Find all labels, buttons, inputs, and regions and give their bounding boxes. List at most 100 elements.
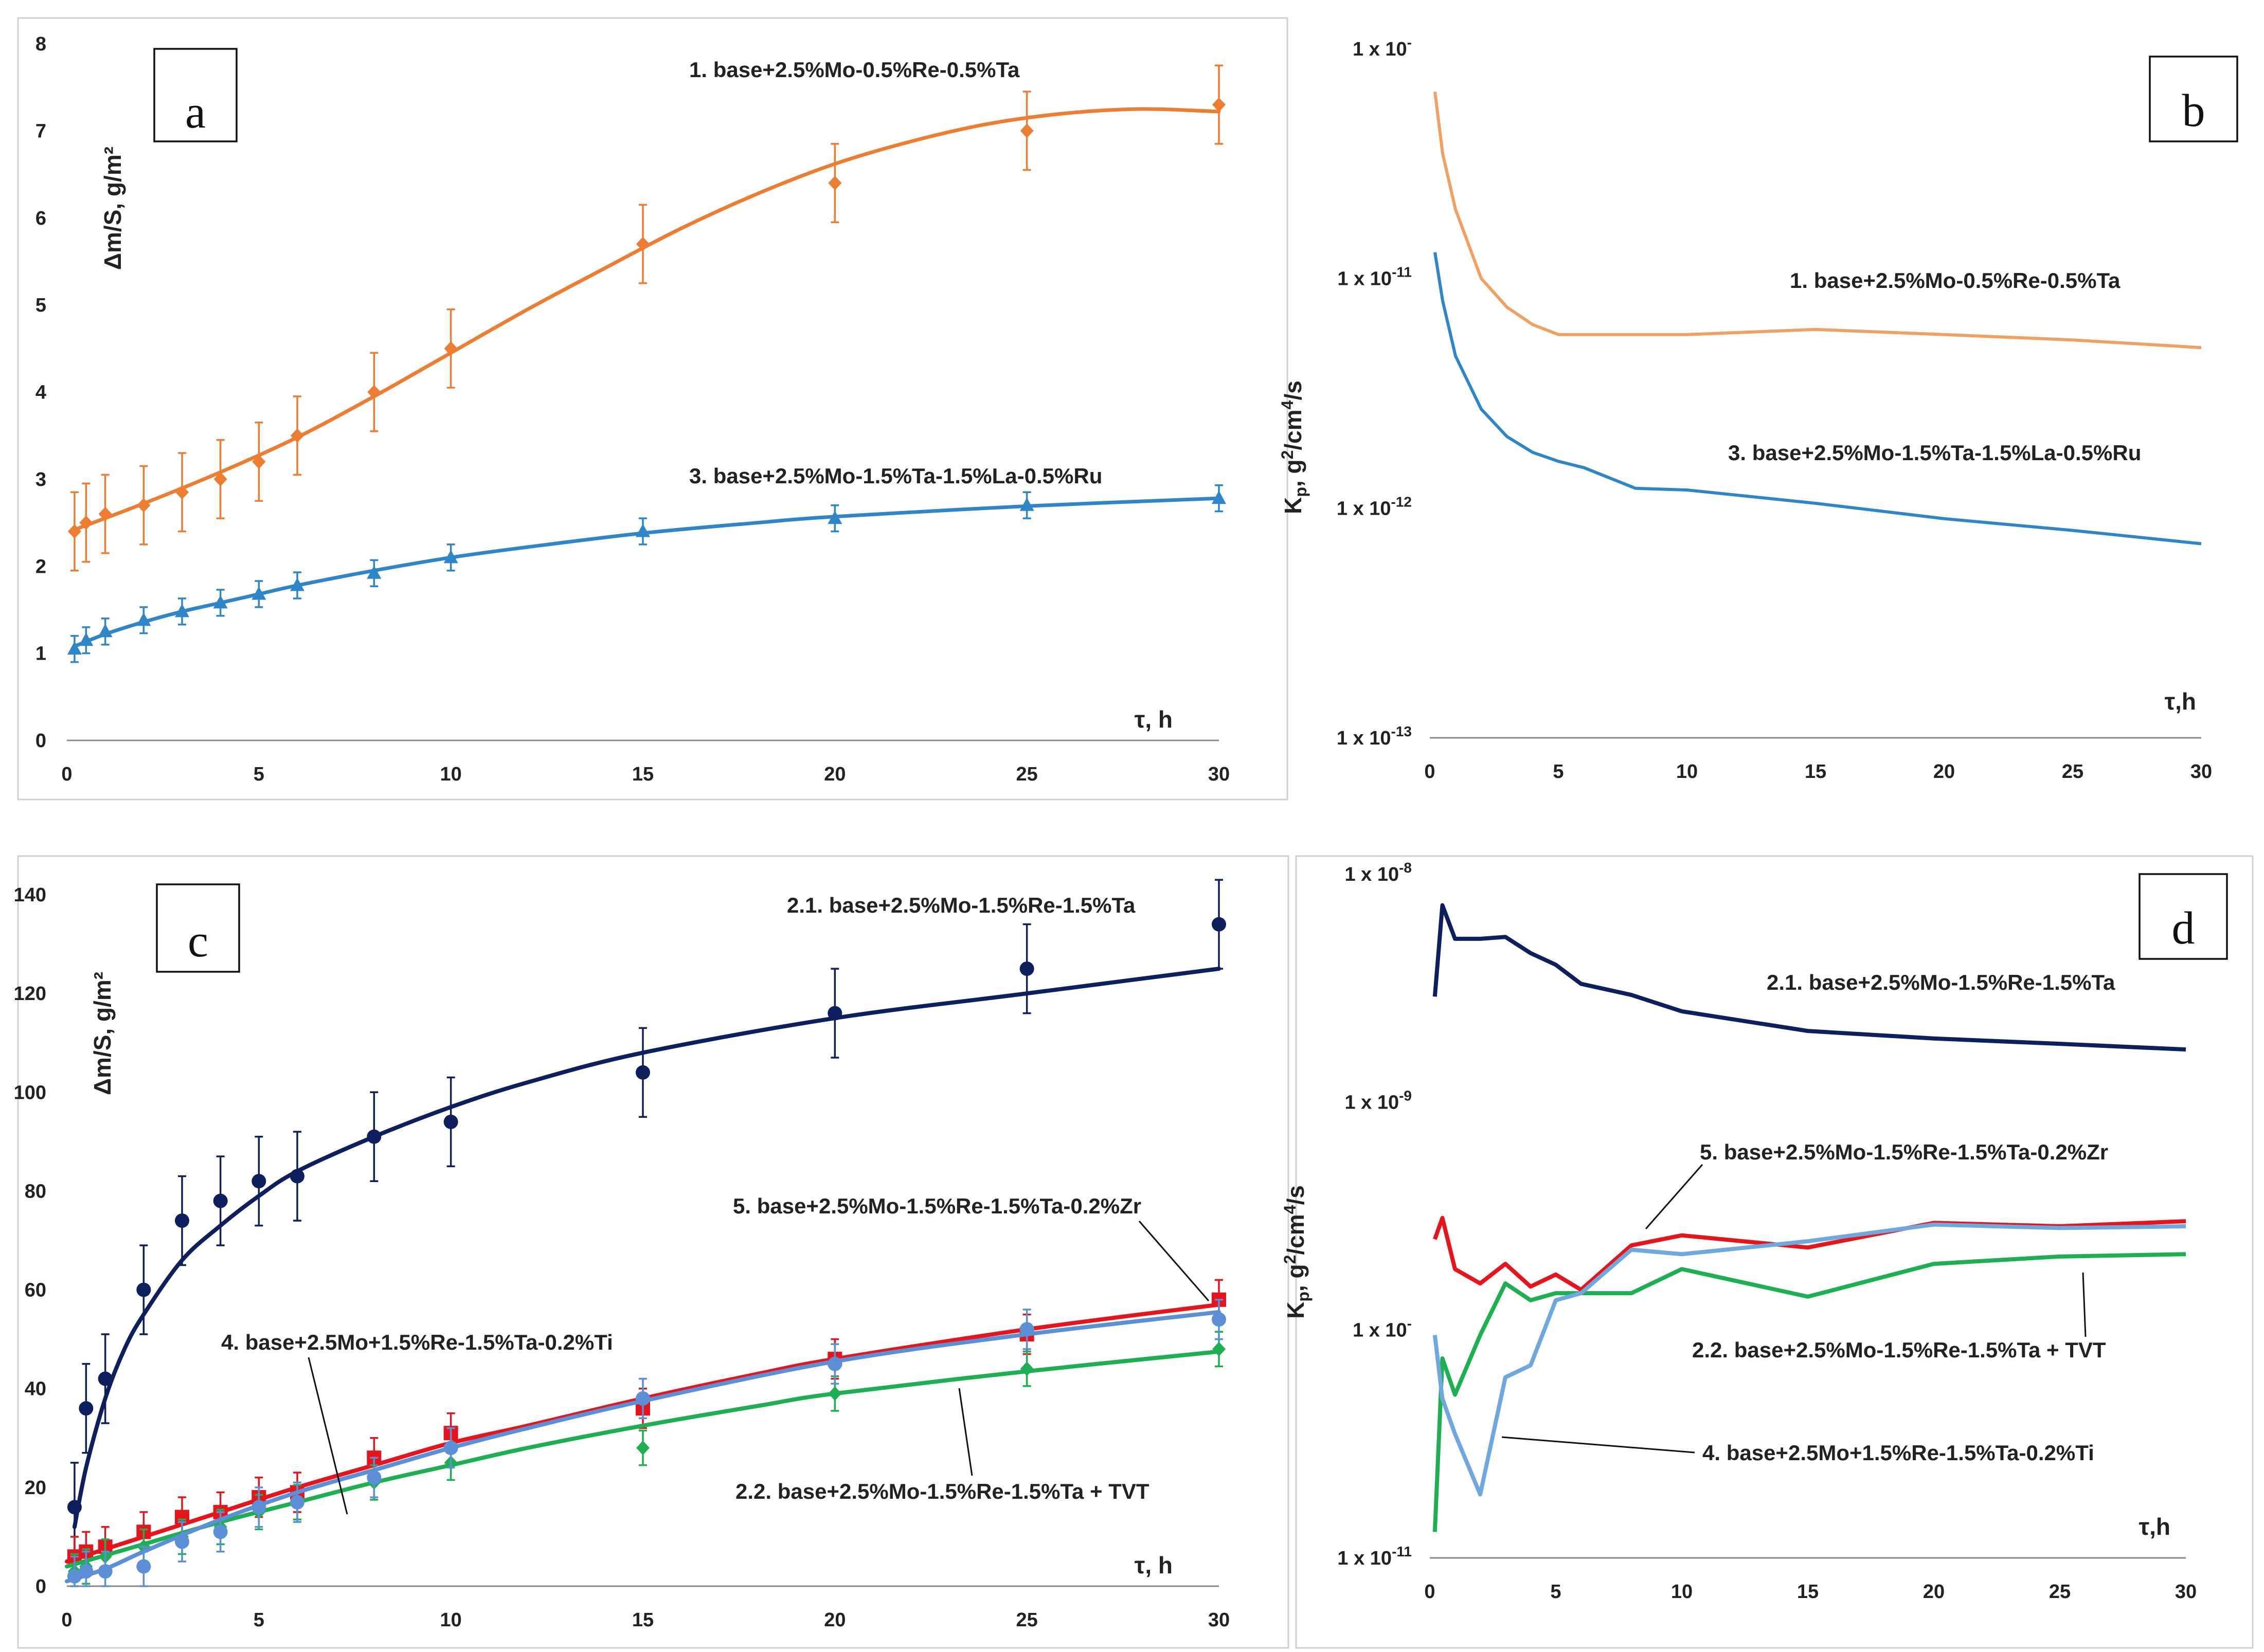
panel-a-series-2-point	[175, 604, 189, 618]
panel-c-series-1-point	[367, 1129, 382, 1144]
panel-c-series-4-point	[290, 1495, 304, 1510]
panel-d-series-3-line	[1432, 1252, 2186, 1532]
panel-a-series-1-point	[1212, 97, 1226, 112]
panel-b-letter-box	[2149, 56, 2238, 142]
panel-c-series-4-point	[67, 1569, 82, 1584]
panel-c-series-4-point	[213, 1524, 228, 1539]
panel-c-x-tick-label: 25	[1016, 1609, 1038, 1631]
panel-d: 0 5 10 15 20 25 30 1 x 10-111 x 10-1 x 10-91 x…	[1281, 855, 2254, 1649]
panel-a-x-tick-label: 30	[1208, 764, 1230, 785]
panel-d-x-tick-label: 30	[2175, 1581, 2197, 1603]
panel-a-series-1-point	[636, 237, 650, 251]
panel-d-series-4	[1432, 1222, 2186, 1497]
panel-b-series-2-line	[1433, 252, 2202, 546]
panel-a-y-ticks: 0 1 2 3 4 5 6 7 8	[35, 33, 46, 752]
panel-a-series-1-point	[213, 471, 227, 486]
panel-c: 0 5 10 15 20 25 30 0 20 40 60 80 100 120 140 Δm/S, g/…	[14, 855, 1289, 1649]
panel-a-series-2-point	[828, 511, 842, 524]
panel-a-y-tick-label: 6	[35, 208, 46, 229]
panel-d-letter-box	[2139, 873, 2228, 960]
panel-a-y-axis-label: Δm/S, g/m²	[99, 147, 126, 270]
panel-a-y-tick-label: 5	[35, 295, 46, 316]
panel-a-x-ticks: 0 5 10 15 20 25 30	[61, 764, 1230, 785]
panel-c-series-4-point	[1019, 1322, 1034, 1337]
panel-b-y-axis-label: Kp, g2/cm4/s	[1278, 380, 1310, 514]
panel-d-plot	[1432, 903, 2186, 1532]
panel-b-series-1	[1433, 92, 2202, 350]
panel-a-series-2-point	[136, 612, 151, 626]
panel-d-frame	[1295, 855, 2254, 1649]
panel-c-series-3-point	[1212, 1341, 1226, 1356]
panel-c-x-tick-label: 30	[1208, 1609, 1230, 1631]
legend-c-series-5: 5. base+2.5%Mo-1.5%Re-1.5%Ta-0.2%Zr	[733, 1194, 1141, 1218]
panel-a-y-tick-label: 7	[35, 120, 46, 142]
leader-d-series-4	[1501, 1436, 1695, 1454]
panel-c-letter-box	[156, 883, 240, 973]
panel-b: 0 5 10 15 20 25 30 1 x 10-13 1 x 10-12 1 x 10-11…	[1278, 34, 2238, 783]
legend-c-series-2-2: 2.2. base+2.5%Mo-1.5%Re-1.5%Ta + TVT	[735, 1479, 1149, 1503]
panel-c-x-tick-label: 20	[824, 1609, 846, 1631]
panel-a-series-2-point	[67, 641, 82, 655]
panel-a-series-1-point	[98, 506, 112, 521]
panel-c-series-1-point	[1019, 961, 1034, 976]
panel-d-y-tick-label: 1 x 10-	[1353, 1316, 1412, 1341]
panel-b-series-1-line	[1433, 92, 2202, 350]
panel-c-series-1-point	[136, 1282, 151, 1297]
panel-a: 0 5 10 15 20 25 30 0 1 2 3 4 5 6 7 8 Δm/S, g/m² τ, h a…	[17, 17, 1288, 801]
panel-c-series-3-point	[828, 1386, 842, 1401]
panel-c-x-axis-label: τ, h	[1135, 1552, 1173, 1578]
leader-c-series-4	[308, 1357, 348, 1515]
panel-d-x-tick-label: 25	[2049, 1581, 2071, 1603]
panel-b-x-tick-label: 25	[2062, 761, 2083, 783]
panel-a-x-tick-label: 25	[1016, 764, 1038, 785]
panel-a-plot	[67, 64, 1226, 663]
panel-a-series-2-point	[98, 624, 113, 638]
panel-d-series-1	[1432, 903, 2186, 1052]
panel-c-series-4-point	[636, 1391, 650, 1406]
legend-d-series-2-1: 2.1. base+2.5%Mo-1.5%Re-1.5%Ta	[1767, 970, 2115, 994]
panel-a-x-tick-label: 20	[824, 764, 846, 785]
panel-d-x-tick-label: 15	[1797, 1581, 1819, 1603]
legend-c-series-4: 4. base+2.5Mo+1.5%Re-1.5%Ta-0.2%Ti	[221, 1330, 613, 1354]
panel-a-series-1-point	[1020, 123, 1034, 138]
panel-c-series-4-point	[175, 1534, 189, 1549]
panel-d-series-4-line	[1432, 1222, 2186, 1497]
panel-a-series-1-point	[291, 428, 304, 443]
panel-b-x-tick-label: 30	[2190, 761, 2212, 783]
panel-c-series-1-point	[251, 1174, 266, 1189]
panel-a-series-1-point	[175, 485, 189, 500]
panel-c-y-tick-label: 80	[25, 1181, 46, 1202]
panel-a-y-tick-label: 2	[35, 556, 46, 577]
panel-b-x-tick-label: 20	[1933, 761, 1955, 783]
panel-a-series-2	[67, 484, 1226, 663]
panel-b-x-axis-label: τ,h	[2165, 688, 2196, 715]
legend-b-series-1: 1. base+2.5%Mo-0.5%Re-0.5%Ta	[1790, 268, 2121, 293]
panel-c-series-4-point	[136, 1559, 151, 1574]
panel-c-series-3-point	[636, 1441, 650, 1455]
panel-a-y-tick-label: 4	[35, 382, 46, 404]
panel-a-series-2-point	[636, 523, 650, 537]
panel-a-y-tick-label: 8	[35, 33, 46, 55]
panel-b-letter: b	[2182, 85, 2205, 136]
panel-d-y-axis-label: Kp, g2/cm4/s	[1281, 1185, 1313, 1319]
panel-b-x-tick-label: 15	[1805, 761, 1826, 783]
panel-d-x-tick-label: 0	[1424, 1581, 1435, 1603]
panel-b-x-ticks: 0 5 10 15 20 25 30	[1424, 761, 2212, 783]
panel-b-x-tick-label: 10	[1676, 761, 1698, 783]
panel-c-y-tick-label: 140	[14, 884, 46, 906]
panel-d-y-tick-label: 1 x 10-8	[1344, 860, 1412, 885]
panel-c-series-3-point	[1020, 1361, 1034, 1376]
panel-b-y-tick-label: 1 x 10-12	[1337, 494, 1412, 519]
panel-d-x-tick-label: 10	[1671, 1581, 1693, 1603]
panel-c-y-tick-label: 20	[25, 1477, 46, 1499]
panel-c-y-tick-label: 40	[25, 1378, 46, 1400]
panel-c-x-ticks: 0 5 10 15 20 25 30	[61, 1609, 1230, 1631]
panel-a-series-2-point	[367, 565, 382, 579]
panel-a-series-1-point	[79, 515, 93, 530]
panel-c-series-1-point	[443, 1114, 458, 1129]
panel-d-letter: d	[2172, 903, 2195, 954]
panel-a-series-1-point	[444, 341, 458, 356]
panel-c-series-4-point	[1212, 1312, 1226, 1327]
panel-a-series-1-point	[252, 455, 266, 469]
